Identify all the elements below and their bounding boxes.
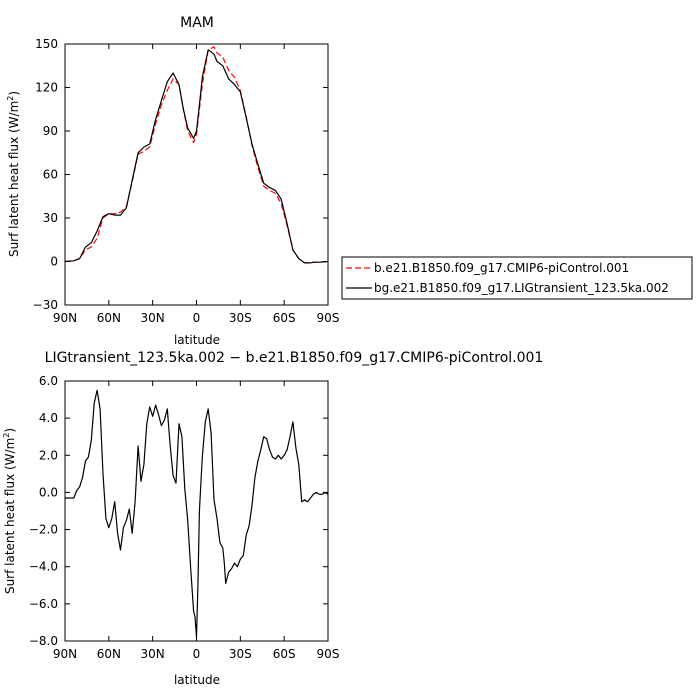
y-tick-label: −4.0: [29, 560, 58, 574]
bottom-panel: LIGtransient_123.5ka.002 − b.e21.B1850.f…: [2, 350, 543, 687]
x-axis-label: latitude: [174, 673, 220, 687]
y-tick-label: 0.0: [39, 485, 58, 499]
y-tick-label: 2.0: [39, 448, 58, 462]
top-panel: MAM −30 0 30 60 90 120 150 90N 60N 30N 0 30S 60S 90S…: [6, 15, 339, 347]
x-tick-label: 60S: [273, 647, 296, 661]
y-tick-label: −6.0: [29, 597, 58, 611]
y-tick-label: 120: [35, 81, 58, 95]
legend: b.e21.B1850.f09_g17.CMIP6-piControl.001 …: [341, 256, 693, 300]
y-tick-label: −2.0: [29, 523, 58, 537]
y-tick-label: 6.0: [39, 374, 58, 388]
x-tick-label: 90S: [317, 647, 340, 661]
y-axis-label: Surf latent heat flux (W/m2): [2, 428, 17, 594]
plot-frame: [64, 43, 329, 306]
chart-title: MAM: [180, 15, 214, 31]
legend-label-ligtransient: bg.e21.B1850.f09_g17.LIGtransient_123.5k…: [374, 281, 669, 295]
y-tick-label: −8.0: [29, 634, 58, 648]
x-tick-label: 30S: [229, 647, 252, 661]
y-tick-label: 60: [43, 168, 58, 182]
x-axis-label: latitude: [174, 333, 220, 347]
x-tick-label: 30S: [229, 311, 252, 325]
y-tick-label: 150: [35, 37, 58, 51]
x-tick-label: 30N: [141, 311, 165, 325]
x-tick-label: 60N: [97, 311, 121, 325]
y-tick-label: 4.0: [39, 411, 58, 425]
x-tick-label: 60S: [273, 311, 296, 325]
y-axis-label: Surf latent heat flux (W/m2): [6, 91, 21, 257]
series-line-difference: [65, 389, 329, 638]
x-tick-label: 90N: [53, 311, 77, 325]
y-tick-label: −30: [33, 298, 58, 312]
y-tick-label: 30: [43, 211, 58, 225]
y-axis-label-sup: 2: [6, 96, 15, 101]
plot-frame: [64, 380, 329, 642]
x-tick-label: 90S: [317, 311, 340, 325]
x-tick-label: 0: [193, 311, 201, 325]
y-axis-label-end: ): [7, 91, 21, 96]
x-tick-label: 0: [193, 647, 201, 661]
y-axis-label-sup: 2: [2, 433, 11, 438]
legend-box: [341, 256, 693, 300]
series-line-ligtransient: [64, 49, 329, 264]
difference-chart-title: LIGtransient_123.5ka.002 − b.e21.B1850.f…: [45, 350, 544, 366]
x-tick-label: 60N: [97, 647, 121, 661]
legend-label-picontrol: b.e21.B1850.f09_g17.CMIP6-piControl.001: [374, 261, 629, 275]
y-axis-label-main: Surf latent heat flux (W/m: [3, 438, 17, 594]
x-tick-label: 90N: [53, 647, 77, 661]
y-tick-label: 90: [43, 124, 58, 138]
y-axis-label-main: Surf latent heat flux (W/m: [7, 101, 21, 257]
y-axis-label-end: ): [3, 428, 17, 433]
x-tick-label: 30N: [141, 647, 165, 661]
y-tick-label: 0: [50, 255, 58, 269]
